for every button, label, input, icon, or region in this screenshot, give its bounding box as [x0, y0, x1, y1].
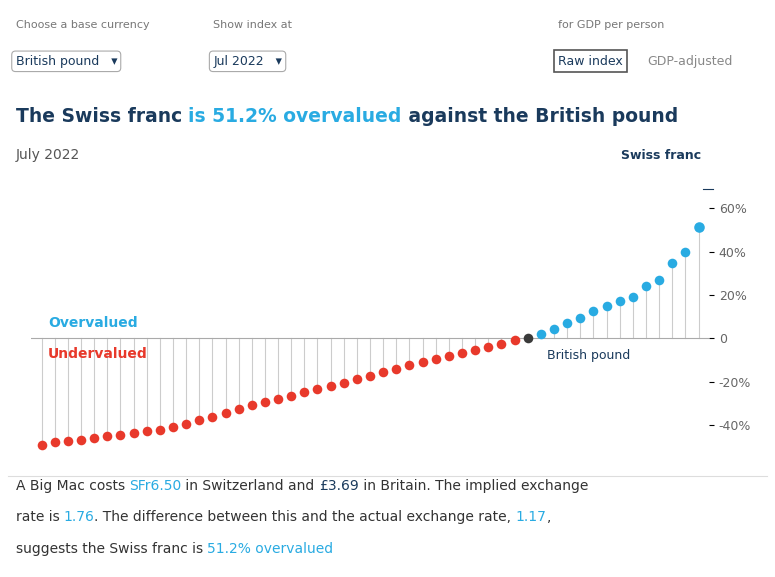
Point — [469, 346, 481, 355]
Point — [601, 301, 613, 310]
Point — [390, 364, 402, 373]
Text: British pound: British pound — [547, 349, 631, 362]
Point — [429, 354, 442, 364]
Point — [495, 339, 508, 349]
Point — [535, 329, 547, 339]
Point — [574, 313, 587, 323]
Text: suggests the Swiss franc is: suggests the Swiss franc is — [16, 542, 207, 556]
Point — [653, 275, 666, 284]
Text: in Britain. The implied exchange: in Britain. The implied exchange — [359, 479, 588, 493]
Text: 51.2% overvalued: 51.2% overvalued — [207, 542, 333, 556]
Text: 1.76: 1.76 — [64, 511, 95, 524]
Point — [127, 428, 140, 437]
Text: . The difference between this and the actual exchange rate,: . The difference between this and the ac… — [95, 511, 516, 524]
Text: Overvalued: Overvalued — [48, 316, 138, 329]
Point — [627, 293, 639, 302]
Point — [272, 394, 284, 403]
Text: A Big Mac costs: A Big Mac costs — [16, 479, 129, 493]
Point — [522, 334, 534, 343]
Point — [246, 400, 258, 410]
Point — [298, 388, 311, 397]
Point — [561, 319, 574, 328]
Point — [88, 433, 100, 443]
Point — [61, 436, 74, 445]
Point — [679, 247, 691, 256]
Point — [36, 441, 48, 450]
Point — [508, 336, 521, 345]
Point — [482, 342, 494, 351]
Point — [338, 378, 350, 387]
Point — [456, 349, 468, 358]
Text: Swiss franc: Swiss franc — [621, 148, 701, 162]
Point — [443, 351, 455, 360]
Point — [312, 384, 324, 394]
Point — [587, 306, 600, 316]
Point — [167, 422, 179, 432]
Text: Choose a base currency: Choose a base currency — [16, 20, 149, 30]
Point — [364, 372, 377, 381]
Text: GDP-adjusted: GDP-adjusted — [647, 55, 732, 68]
Point — [180, 419, 192, 428]
Point — [377, 367, 389, 376]
Point — [232, 404, 245, 414]
Point — [140, 427, 153, 436]
Text: is 51.2% overvalued: is 51.2% overvalued — [188, 107, 401, 126]
Point — [666, 258, 679, 267]
Point — [416, 357, 429, 367]
Point — [548, 324, 560, 333]
Text: The Swiss franc: The Swiss franc — [16, 107, 188, 126]
Text: against the British pound: against the British pound — [401, 107, 678, 126]
Point — [219, 409, 232, 418]
Text: Show index at: Show index at — [213, 20, 292, 30]
Point — [49, 437, 61, 447]
Text: Raw index: Raw index — [558, 55, 623, 68]
Point — [193, 416, 205, 425]
Point — [614, 297, 626, 306]
Text: Undervalued: Undervalued — [48, 347, 148, 361]
Point — [153, 426, 166, 435]
Point — [351, 375, 363, 384]
Point — [114, 430, 126, 439]
Point — [403, 361, 415, 370]
Point — [206, 413, 219, 422]
Point — [101, 432, 113, 441]
Point — [325, 381, 337, 391]
Text: 1.17: 1.17 — [516, 511, 546, 524]
Point — [74, 435, 87, 444]
Text: for GDP per person: for GDP per person — [558, 20, 664, 30]
Text: British pound   ▾: British pound ▾ — [16, 55, 117, 68]
Text: SFr6.50: SFr6.50 — [129, 479, 181, 493]
Text: ,: , — [546, 511, 551, 524]
Point — [259, 398, 271, 407]
Text: July 2022: July 2022 — [16, 148, 80, 162]
Text: in Switzerland and: in Switzerland and — [181, 479, 319, 493]
Point — [285, 391, 298, 400]
Text: Jul 2022   ▾: Jul 2022 ▾ — [213, 55, 282, 68]
Text: rate is: rate is — [16, 511, 64, 524]
Point — [640, 282, 653, 291]
Text: £3.69: £3.69 — [319, 479, 359, 493]
Point — [692, 223, 704, 232]
